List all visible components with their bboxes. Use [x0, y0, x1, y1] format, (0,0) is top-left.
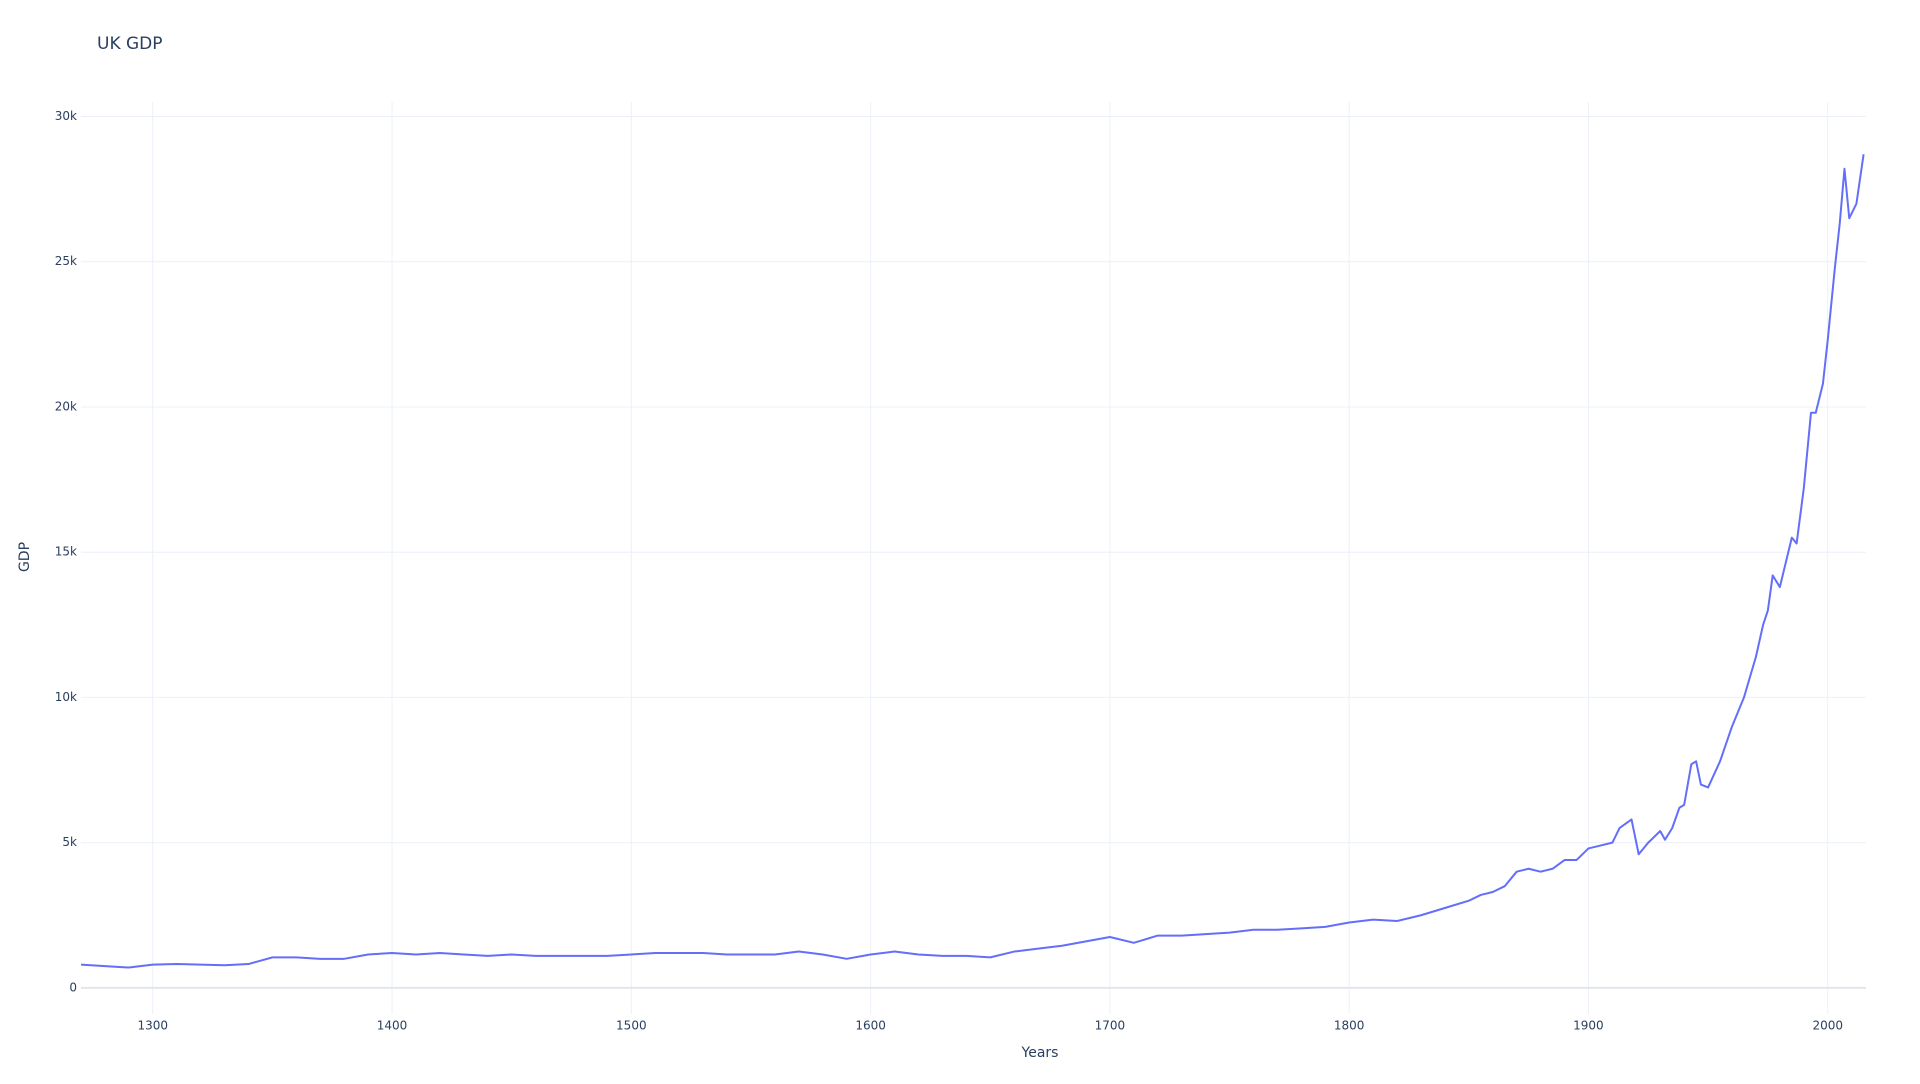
x-axis-title: Years [1021, 1045, 1059, 1061]
y-tick-label: 5k [62, 835, 77, 849]
y-tick-label: 0 [69, 980, 77, 994]
chart-title: UK GDP [97, 34, 163, 54]
y-tick-label: 20k [55, 399, 77, 413]
x-tick-label: 1800 [1334, 1019, 1365, 1033]
x-tick-label: 1700 [1095, 1019, 1126, 1033]
x-tick-label: 1500 [616, 1019, 647, 1033]
x-tick-label: 1400 [377, 1019, 408, 1033]
data-line [80, 154, 1865, 969]
y-tick-label: 10k [55, 690, 77, 704]
y-tick-label: 30k [55, 109, 77, 123]
x-tick-label: 1600 [855, 1019, 886, 1033]
x-tick-label: 1300 [138, 1019, 169, 1033]
y-axis-title: GDP [17, 542, 33, 572]
x-tick-label: 2000 [1812, 1019, 1843, 1033]
y-tick-label: 15k [55, 545, 77, 559]
y-tick-label: 25k [55, 254, 77, 268]
x-tick-label: 1900 [1573, 1019, 1604, 1033]
